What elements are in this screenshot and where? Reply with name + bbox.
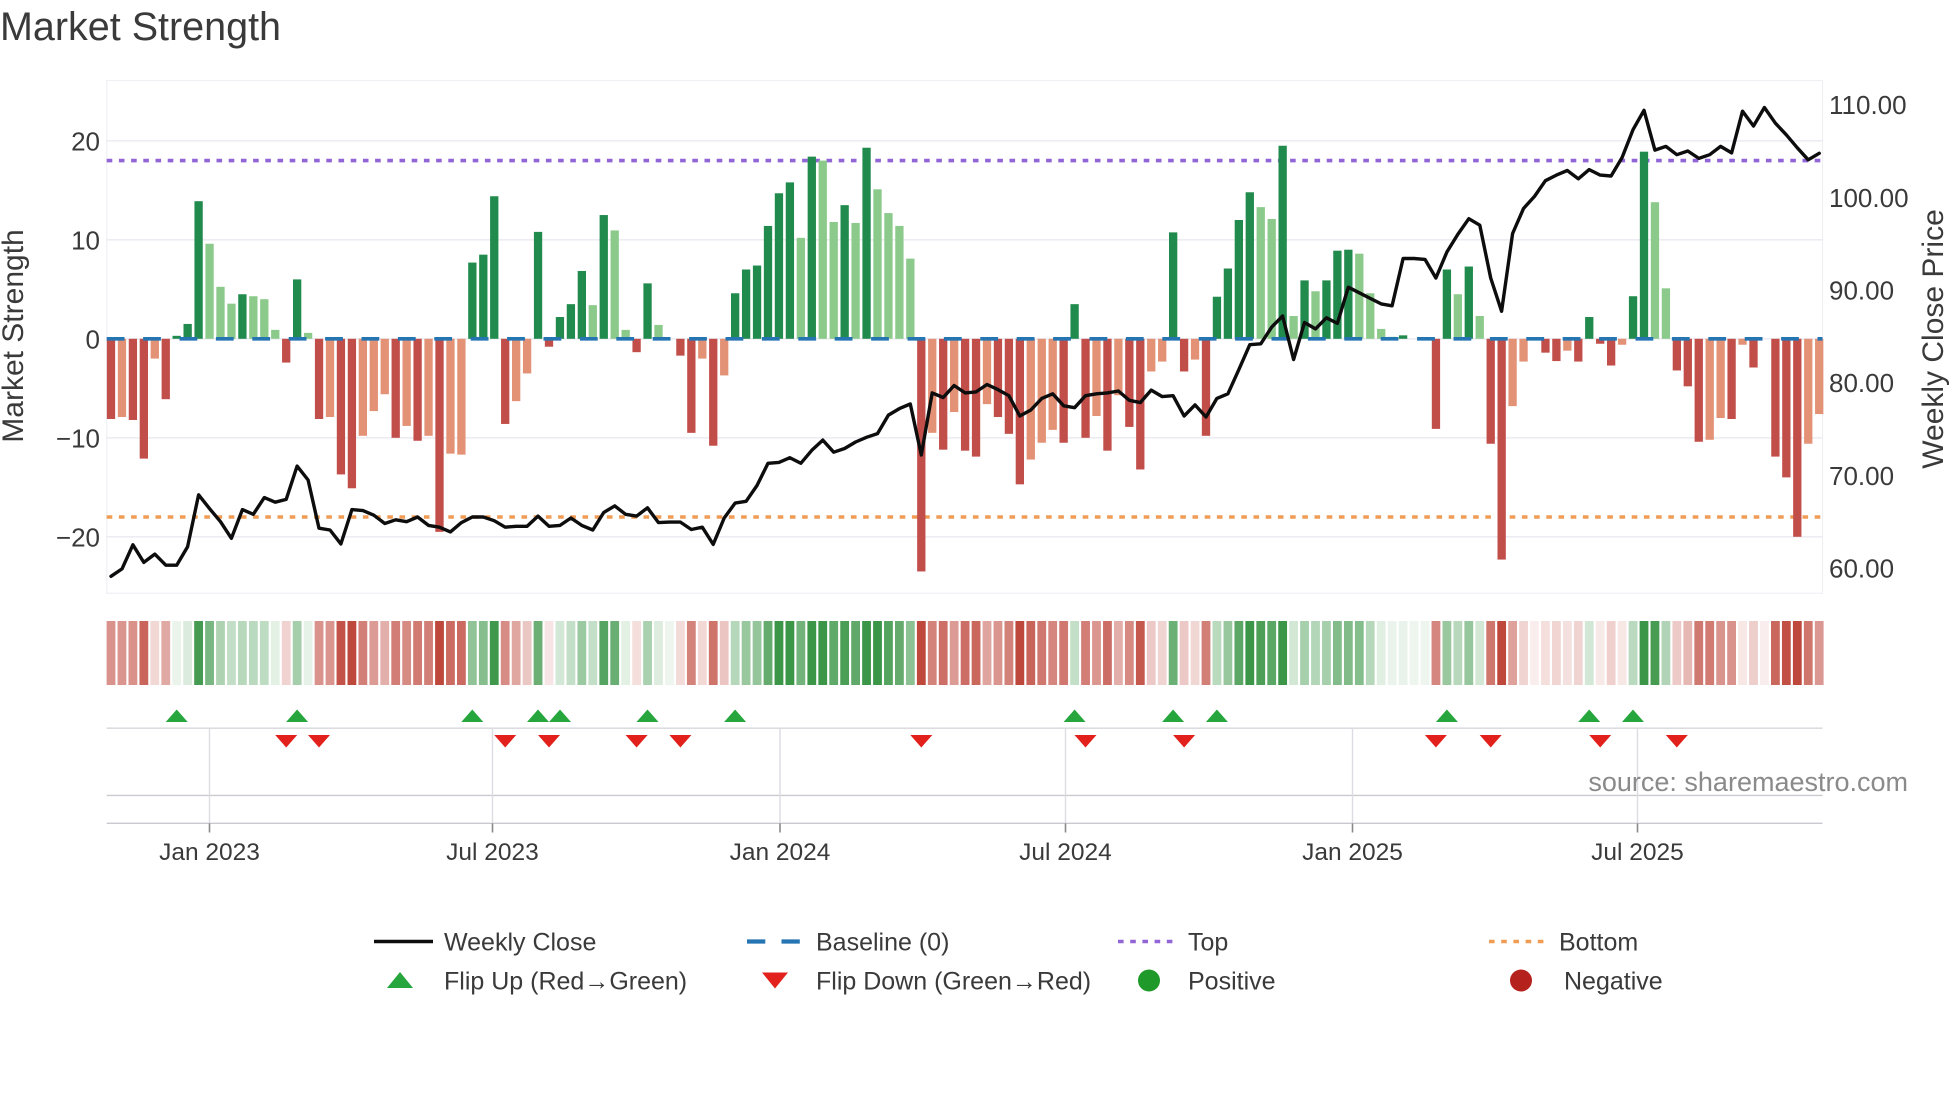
svg-text:60.00: 60.00	[1829, 554, 1894, 584]
svg-text:−10: −10	[56, 423, 100, 453]
svg-text:90.00: 90.00	[1829, 276, 1894, 306]
svg-text:Weekly Close Price: Weekly Close Price	[1917, 209, 1950, 469]
svg-text:Positive: Positive	[1188, 968, 1276, 996]
svg-text:10: 10	[71, 225, 100, 255]
svg-text:70.00: 70.00	[1829, 461, 1894, 491]
svg-text:Baseline (0): Baseline (0)	[816, 929, 949, 957]
svg-text:110.00: 110.00	[1829, 90, 1907, 120]
svg-text:Jul 2023: Jul 2023	[446, 839, 539, 866]
svg-text:Jan 2024: Jan 2024	[730, 839, 831, 866]
svg-text:Jan 2025: Jan 2025	[1302, 839, 1403, 866]
svg-text:Jul 2025: Jul 2025	[1591, 839, 1684, 866]
svg-text:0: 0	[86, 324, 100, 354]
svg-text:source: sharemaestro.com: source: sharemaestro.com	[1588, 767, 1908, 797]
svg-text:Flip Down (Green→Red): Flip Down (Green→Red)	[816, 968, 1091, 996]
svg-text:Flip Up (Red→Green): Flip Up (Red→Green)	[444, 968, 687, 996]
svg-text:Jul 2024: Jul 2024	[1019, 839, 1112, 866]
svg-text:Bottom: Bottom	[1559, 929, 1638, 957]
svg-text:−20: −20	[56, 522, 100, 552]
svg-text:Market Strength: Market Strength	[0, 229, 30, 442]
svg-text:Weekly Close: Weekly Close	[444, 929, 596, 957]
svg-text:100.00: 100.00	[1829, 183, 1909, 213]
svg-text:Market Strength: Market Strength	[0, 5, 281, 49]
svg-text:80.00: 80.00	[1829, 368, 1894, 398]
svg-text:Negative: Negative	[1564, 968, 1663, 996]
svg-text:Top: Top	[1188, 929, 1228, 957]
svg-text:20: 20	[71, 126, 100, 156]
svg-text:Jan 2023: Jan 2023	[159, 839, 260, 866]
